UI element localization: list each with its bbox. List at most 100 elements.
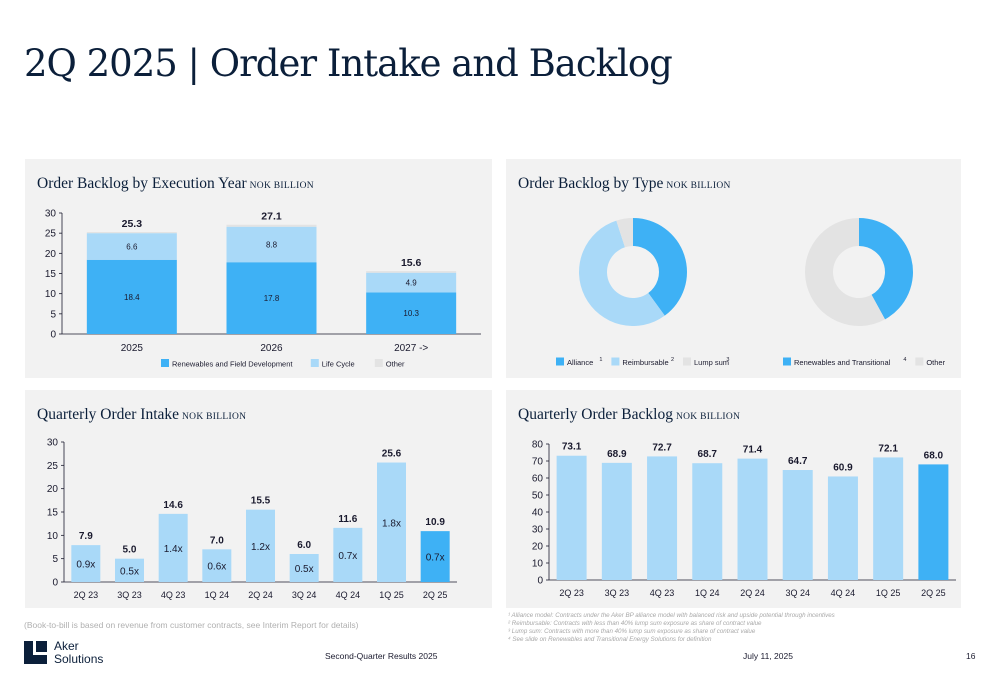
intake-ratio-label: 1.2x [251,542,270,553]
qbacklog-x-tick-label: 4Q 23 [650,588,675,598]
type-alliance-legend-superscript: 1 [599,357,602,363]
quarterly-backlog-panel: Quarterly Order Backlog NOK BILLION 0 10 20… [506,390,961,608]
quarterly-backlog-title: Quarterly Order Backlog NOK BILLION [518,406,740,424]
qbacklog-x-tick-label: 4Q 24 [831,588,856,598]
qbacklog-x-tick-label: 2Q 23 [559,588,584,598]
quarterly-backlog-title-text: Quarterly Order Backlog [518,406,673,423]
type-renewables-legend-superscript: 4 [903,357,906,363]
type-alliance-donut-slice [633,218,687,316]
quarterly-backlog-unit: NOK BILLION [675,412,741,422]
year-legend-label: Renewables and Field Development [172,360,293,369]
intake-x-tick-label: 4Q 23 [161,590,186,600]
intake-bar [158,513,188,582]
qbacklog-y-tick-label: 10 [532,559,544,570]
qbacklog-y-tick-label: 80 [532,440,544,451]
year-bar-segment [86,231,177,234]
qbacklog-bar [827,476,858,580]
year-bar-segment [86,259,177,334]
intake-bar [377,462,406,582]
qbacklog-x-tick-label: 2Q 25 [921,588,946,598]
backlog-by-year-unit: NOK BILLION [249,181,314,191]
type-renewables-donut-slice [805,218,886,326]
intake-ratio-label: 0.5x [120,566,139,577]
backlog-by-year-panel: Order Backlog by Execution Year NOK BILLI… [25,159,492,378]
footnote-1: ¹ Alliance model: Contracts under the Ak… [508,612,835,619]
type-alliance-legend-superscript: 3 [726,357,729,363]
type-alliance-legend-label: Reimbursable [622,358,668,367]
qbacklog-value-label: 72.1 [878,443,898,454]
qbacklog-y-tick-label: 50 [532,491,544,502]
intake-bar [246,509,275,582]
page-title: 2Q 2025 | Order Intake and Backlog [24,42,673,85]
type-alliance-donut-slice [579,220,665,326]
qbacklog-bar [737,458,768,580]
backlog-by-type-title: Order Backlog by Type NOK BILLION [518,175,731,193]
year-bar-segment [226,226,317,263]
type-renewables-legend-swatch [915,357,924,366]
qbacklog-y-tick-label: 0 [537,576,543,587]
quarterly-intake-title: Quarterly Order Intake NOK BILLION [37,406,246,424]
backlog-by-type-title-text: Order Backlog by Type [518,175,664,192]
intake-ratio-label: 1.4x [164,544,183,555]
footer-date: July 11, 2025 [743,651,793,661]
quarterly-intake-chart: 0 5 10 15 20 25 30 7.9 0.9x 2Q 23 5.0 0.5x 3Q 23 14.6… [47,438,457,600]
year-legend-swatch [374,359,383,367]
footnote-3: ³ Lump sum: Contracts with more than 40%… [508,628,756,635]
book-to-bill-note: (Book-to-bill is based on revenue from c… [24,620,359,630]
year-legend-swatch [310,359,319,367]
qbacklog-x-tick-label: 1Q 25 [876,588,901,598]
qbacklog-bar [873,457,904,580]
type-alliance-legend-label: Alliance [567,358,593,367]
year-x-tick-label: 2027 -> [394,343,428,354]
year-total-label: 27.1 [261,211,282,223]
qbacklog-bar [782,470,813,580]
qbacklog-y-tick-label: 70 [532,457,544,468]
type-renewables-legend-swatch [783,357,791,366]
type-renewables-donut-slice [859,218,913,320]
year-segment-label: 6.6 [126,242,138,251]
intake-bar [333,527,363,582]
year-x-tick-label: 2025 [121,343,144,354]
intake-bar [202,549,232,582]
intake-ratio-label: 0.7x [426,553,445,564]
intake-value-label: 7.9 [79,531,93,542]
intake-y-tick-label: 15 [47,508,59,519]
type-alliance-legend-swatch [683,357,691,366]
intake-x-tick-label: 2Q 23 [74,590,99,600]
intake-y-tick-label: 10 [47,531,59,542]
aker-logo-text: Aker Solutions [54,640,103,665]
intake-value-label: 6.0 [297,540,311,551]
year-y-tick-label: 30 [45,209,57,220]
quarterly-intake-title-text: Quarterly Order Intake [37,406,180,423]
qbacklog-value-label: 68.7 [698,449,718,460]
year-legend-label: Life Cycle [322,360,355,369]
backlog-by-type-unit: NOK BILLION [666,181,731,191]
year-y-tick-label: 10 [45,289,57,300]
type-alliance-legend-swatch [611,357,620,366]
intake-y-tick-label: 30 [47,438,59,449]
year-bar-segment [226,224,317,227]
qbacklog-value-label: 71.4 [743,445,763,456]
qbacklog-x-tick-label: 2Q 24 [740,588,765,598]
quarterly-intake-unit: NOK BILLION [182,412,247,422]
qbacklog-x-tick-label: 3Q 23 [605,588,630,598]
qbacklog-bar [647,456,678,580]
intake-value-label: 11.6 [338,514,357,525]
footnote-2: ² Reimbursable: Contracts with less than… [508,620,762,627]
intake-ratio-label: 1.8x [382,518,401,529]
intake-ratio-label: 0.5x [295,564,314,575]
footnote-4: ⁴ See slide on Renewables and Transition… [508,636,712,643]
backlog-by-type-panel: Order Backlog by Type NOK BILLION Allianc… [506,159,961,378]
intake-y-tick-label: 5 [52,554,58,565]
intake-ratio-label: 0.9x [76,560,95,571]
year-segment-label: 18.4 [124,293,140,302]
intake-bar [115,558,144,582]
intake-x-tick-label: 3Q 23 [117,590,142,600]
intake-x-tick-label: 1Q 25 [379,590,404,600]
qbacklog-bar [692,463,723,580]
intake-value-label: 15.5 [251,496,271,507]
year-bar-segment [366,292,457,334]
footer-page-number: 16 [966,651,976,661]
backlog-by-year-chart: 05101520253018.46.625.3202517.88.827.120… [45,209,481,369]
intake-value-label: 14.6 [163,500,183,511]
